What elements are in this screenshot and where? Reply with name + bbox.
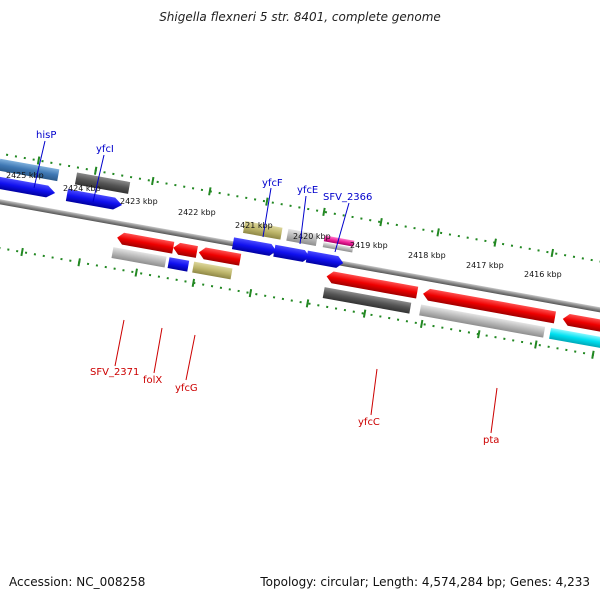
ruler-label: 2417 kbp [466,261,504,270]
ruler-tick [362,309,367,318]
leader-line [114,319,125,367]
accession-text: Accession: NC_008258 [9,575,146,589]
ruler-tick [550,248,555,258]
ruler-label: 2420 kbp [293,232,331,241]
ruler-tick [493,238,497,247]
ruler-tick [36,156,41,165]
leader-line [262,187,272,238]
leader-line [490,387,498,434]
ruler-tick [20,247,24,257]
ruler-tick [534,340,538,349]
ruler-tick [248,289,253,298]
ruler-tick [436,228,440,237]
gene-folX-block [167,257,190,272]
reverse-gene-labels: SFV_2371 folX yfcG yfcC pta [90,319,499,446]
ruler-label: 2418 kbp [408,251,446,260]
gene-yfcI-block [74,172,131,194]
gene-next-cds[interactable] [562,313,600,339]
leader-line [153,327,163,374]
leader-line [33,140,46,189]
gene-label-SFV_2371[interactable]: SFV_2371 [90,367,139,378]
gene-label-SFV_2366[interactable]: SFV_2366 [323,192,372,203]
gene-label-yfcI[interactable]: yfcI [96,144,114,155]
ruler-tick [419,319,424,329]
ruler-tick [265,197,269,206]
ruler-tick [151,176,155,186]
gene-yfcC-cds[interactable] [326,270,419,299]
gene-label-hisP[interactable]: hisP [36,130,56,141]
leader-line [92,154,105,203]
leader-line [185,334,196,381]
ruler-tick [191,278,196,287]
gene-folX-cds[interactable] [172,242,198,258]
ruler-label: 2416 kbp [524,270,562,279]
gene-cds-f4[interactable] [273,244,311,263]
gene-label-yfcG[interactable]: yfcG [175,383,198,394]
gene-pta-cds[interactable] [422,288,557,324]
ruler-label: 2425 kbp [6,171,44,180]
ruler-tick [591,350,595,359]
gene-yfcC-block [322,287,412,314]
genome-layer [0,145,600,367]
gene-label-yfcE[interactable]: yfcE [297,185,318,196]
gene-SFV_2371-block [111,247,167,268]
gene-SFV_2366-rna [322,242,354,253]
gene-yfcG-cds[interactable] [198,246,242,266]
gene-cds-f1[interactable] [0,176,56,198]
gene-label-pta[interactable]: pta [483,435,499,446]
ruler-label: 2424 kbp [63,184,101,193]
ruler-label: 2422 kbp [178,208,216,217]
gene-cds-f5[interactable] [305,250,345,269]
ruler-labels: 2425 kbp 2424 kbp 2423 kbp 2422 kbp 2421… [6,171,562,279]
leader-line [370,368,378,416]
gene-yfcG-block [192,261,233,280]
ruler-tick [93,166,98,175]
gene-hisP-block [0,158,60,182]
ruler-outer-line [0,145,600,276]
forward-gene-labels: hisP yfcI yfcF yfcE SFV_2366 [33,130,372,253]
leader-line [299,195,307,245]
ruler-tick [208,187,212,196]
gene-yfcF-block [242,221,283,240]
ruler-label: 2421 kbp [235,221,273,230]
gene-SFV_2366-block [323,235,355,247]
leader-line [334,202,350,253]
ruler-inner-line [0,237,600,367]
gene-next-block [549,327,600,355]
ruler-tick [379,218,383,227]
gene-label-yfcF[interactable]: yfcF [262,178,283,189]
genome-summary-text: Topology: circular; Length: 4,574,284 bp… [260,575,590,589]
ruler-label: 2419 kbp [350,241,388,250]
ruler-tick [322,207,326,216]
ruler-major-ticks [20,156,595,359]
gene-pta-block [419,304,546,338]
gene-yfcE-block [286,228,318,246]
gene-SFV_2371-cds[interactable] [116,232,175,254]
map-title: Shigella flexneri 5 str. 8401, complete … [159,10,441,24]
ruler-tick [477,330,481,339]
ruler-label: 2423 kbp [120,197,158,206]
ruler-tick [305,299,310,308]
gene-label-yfcC[interactable]: yfcC [358,417,380,428]
ruler-tick [77,258,81,267]
ruler-tick [134,268,138,277]
gene-label-folX[interactable]: folX [143,375,162,386]
gene-cds-f3[interactable] [231,237,277,257]
